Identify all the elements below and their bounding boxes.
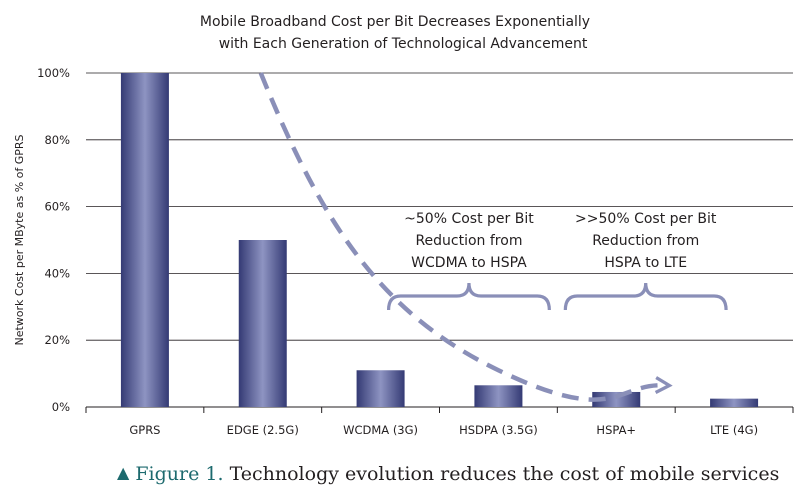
caption-text: Technology evolution reduces the cost of… bbox=[229, 463, 780, 485]
bar bbox=[238, 240, 287, 407]
x-category-label: HSPA+ bbox=[596, 423, 636, 437]
chart-title-line-2: with Each Generation of Technological Ad… bbox=[219, 36, 588, 52]
figure-label: Figure 1. bbox=[135, 463, 224, 485]
annotation-brace bbox=[386, 282, 551, 311]
y-tick-label: 0% bbox=[52, 400, 70, 414]
annotation-text: Reduction from bbox=[415, 233, 522, 249]
annotation-text: WCDMA to HSPA bbox=[411, 255, 527, 271]
x-category-label: GPRS bbox=[129, 423, 160, 437]
trend-arrow bbox=[258, 72, 664, 402]
triangle-icon: ▲ bbox=[117, 463, 130, 482]
chart-title-line-1: Mobile Broadband Cost per Bit Decreases … bbox=[200, 14, 590, 30]
annotation-text: >>50% Cost per Bit bbox=[575, 211, 717, 227]
x-category-label: HSDPA (3.5G) bbox=[459, 423, 538, 437]
x-category-label: WCDMA (3G) bbox=[343, 423, 418, 437]
annotation-text: Reduction from bbox=[592, 233, 699, 249]
annotation-text: ~50% Cost per Bit bbox=[404, 211, 534, 227]
bar bbox=[356, 370, 405, 407]
bar bbox=[592, 391, 641, 407]
y-tick-label: 20% bbox=[44, 333, 70, 347]
x-category-label: LTE (4G) bbox=[710, 423, 758, 437]
annotation-brace bbox=[563, 282, 728, 311]
bar-chart: Mobile Broadband Cost per Bit Decreases … bbox=[13, 14, 794, 437]
annotation-text: HSPA to LTE bbox=[604, 255, 687, 271]
x-category-label: EDGE (2.5G) bbox=[227, 423, 299, 437]
bar bbox=[474, 385, 523, 407]
y-axis-label: Network Cost per MByte as % of GPRS bbox=[13, 134, 26, 345]
y-tick-label: 60% bbox=[44, 200, 70, 214]
bar bbox=[120, 73, 169, 407]
y-tick-label: 100% bbox=[37, 66, 70, 80]
figure-caption: ▲ Figure 1. Technology evolution reduces… bbox=[117, 463, 787, 491]
y-tick-label: 40% bbox=[44, 266, 70, 280]
y-tick-label: 80% bbox=[44, 133, 70, 147]
bar bbox=[710, 398, 759, 407]
